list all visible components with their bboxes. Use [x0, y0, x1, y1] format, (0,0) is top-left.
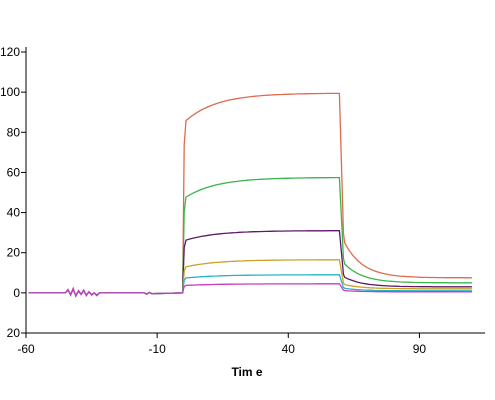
y-tick-label: 80	[7, 125, 21, 139]
x-tick-label: 40	[282, 342, 296, 356]
x-tick-label: -60	[17, 342, 35, 356]
y-tick-label: 20	[7, 246, 21, 260]
y-tick-label: 0	[13, 286, 20, 300]
y-tick-label: 100	[0, 85, 20, 99]
y-tick-label: 60	[7, 165, 21, 179]
series-line-2	[28, 176, 472, 297]
x-tick-label: 90	[413, 342, 427, 356]
series-line-1	[28, 92, 472, 297]
x-axis-label: Tim e	[231, 365, 262, 379]
plot-area	[28, 92, 472, 298]
x-axis: -60 -10 40 90	[17, 332, 485, 356]
y-axis: 20 0 20 40 60 80 100 120	[0, 45, 27, 340]
y-tick-label: 20	[7, 326, 21, 340]
y-tick-label: 40	[7, 206, 21, 220]
x-tick-label: -10	[148, 342, 166, 356]
y-tick-label: 120	[0, 45, 20, 59]
series-line-6	[28, 283, 472, 298]
series-line-3	[28, 230, 472, 298]
